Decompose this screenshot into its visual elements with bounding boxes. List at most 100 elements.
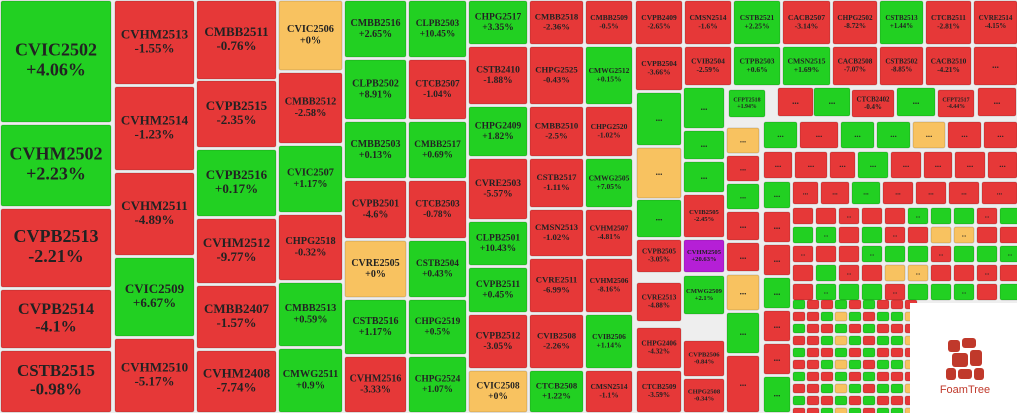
cell-name: CLPB2501 [476,233,521,243]
logo-tile [970,350,982,366]
collapsed-cell [983,121,1017,149]
cell-name: CHPG2520 [591,122,628,131]
cell-name: CVHM2408 [203,365,271,380]
collapsed-label: ... [999,159,1006,169]
tiny-cell [792,407,806,413]
cell [0,124,112,207]
collapsed-cell [923,151,953,179]
cell-name: CMBB2517 [414,140,461,150]
cell-name: CVHM2513 [121,26,189,41]
collapsed-label: ... [774,389,781,399]
cell [529,46,584,105]
tiny-cell [876,323,890,334]
tiny-cell [820,299,834,310]
cell [408,180,467,239]
cell-value: -2.35% [216,112,256,127]
cell [344,240,407,298]
cell-value: +2.25% [745,21,770,30]
cell-value: -9.77% [216,249,256,264]
cell-name: CMBB2518 [535,12,579,22]
cell-value: -1.04% [423,90,452,100]
tiny-cell [820,395,834,406]
cell-value: -4.1% [35,319,77,336]
cell-value: -1.57% [216,315,256,330]
collapsed-cell [981,181,1017,205]
cell [684,46,732,86]
tiny-cell [806,311,820,322]
tiny-cell [834,383,848,394]
cell-name: CVHM2514 [121,112,189,127]
collapsed-cell [794,151,828,179]
cell-name: CFPT2518 [733,98,760,104]
tiny-cell [848,335,862,346]
tiny-cell [815,207,837,225]
tiny-cell [976,245,998,263]
tiny-cell [792,283,814,301]
tiny-cell [861,207,883,225]
cell-value: +0.5% [424,327,450,337]
collapsed-cell [912,121,946,149]
cell-name: CVIB2505 [689,209,719,216]
cell [114,257,195,337]
tiny-cell [907,226,929,244]
cell-value: -1.23% [134,127,174,142]
cell-value: -1.55% [134,41,174,56]
cell-name: CVPB2501 [352,198,399,209]
collapsed-cell [896,87,936,117]
cell [585,106,633,157]
cell [683,275,725,315]
cell-name: CHPG2502 [837,14,873,22]
logo-tile [948,340,960,352]
tiny-cell [792,245,814,263]
tiny-cell [848,383,862,394]
collapsed-cell [763,277,791,309]
tiny-label: ... [962,289,967,295]
tiny-cell [792,207,814,225]
cell-value: +0% [365,269,386,280]
tiny-cell [999,264,1017,282]
collapsed-label: ... [839,159,846,169]
cell-value: -3.05% [648,256,670,264]
cell-value: -3.59% [648,391,670,399]
tiny-cell [820,323,834,334]
cell [408,299,467,355]
collapsed-label: ... [701,171,708,181]
tiny-cell [884,245,906,263]
cell-name: CVRE2505 [351,258,399,269]
cell [937,89,975,118]
collapsed-cell [726,274,760,311]
tiny-cell [884,264,906,282]
tiny-cell [820,383,834,394]
cell-value: -8.72% [844,22,866,30]
collapsed-cell [726,183,760,210]
collapsed-label: ... [774,287,781,297]
cell-name: CMWG2511 [283,369,339,380]
logo-tile [962,338,976,348]
tiny-cell [862,383,876,394]
cell-value: -2.26% [543,340,570,350]
cell-value: +0.13% [359,150,392,161]
collapsed-cell [987,151,1017,179]
tiny-cell [806,383,820,394]
collapsed-label: ... [792,96,799,106]
collapsed-cell [829,151,856,179]
cell-name: CMWG2505 [589,174,630,183]
cell [408,121,467,179]
cell-value: -2.59% [696,65,719,74]
cell-value: +0.9% [296,381,325,392]
collapsed-cell [726,155,760,182]
cell [114,172,195,256]
tiny-cell [848,407,862,413]
cell [408,356,467,413]
tiny-cell [861,264,883,282]
cell-value: -1.02% [543,232,570,242]
cell [832,0,878,45]
tiny-cell [834,407,848,413]
collapsed-label: ... [832,188,838,197]
cell-name: CSTB2410 [476,65,520,75]
collapsed-label: ... [808,159,815,169]
cell-value: -1.02% [597,130,620,139]
cell-name: CMBB2407 [204,301,270,316]
collapsed-label: ... [656,213,663,223]
cell [733,46,781,86]
